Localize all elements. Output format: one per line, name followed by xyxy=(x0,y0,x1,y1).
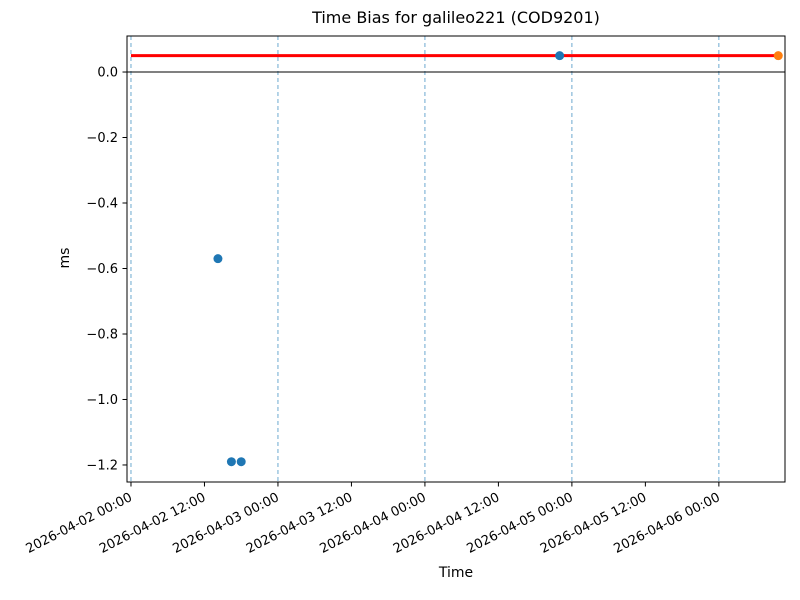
y-tick-label: −0.2 xyxy=(86,131,118,146)
x-axis-label: Time xyxy=(438,565,474,581)
axes-spines xyxy=(126,35,786,483)
y-axis-label: ms xyxy=(57,247,73,269)
bias-observations-marker xyxy=(226,457,236,467)
bias-observations-marker xyxy=(213,254,223,264)
y-tick-label: −1.2 xyxy=(86,458,118,473)
y-tick-label: −0.4 xyxy=(86,197,118,212)
latest-point-marker xyxy=(773,51,783,61)
chart-title: Time Bias for galileo221 (COD9201) xyxy=(312,8,600,27)
bias-observations-marker xyxy=(236,457,246,467)
y-tick-label: −0.8 xyxy=(86,327,118,342)
bias-observations-marker xyxy=(555,51,565,61)
y-tick-label: −1.0 xyxy=(86,393,118,408)
y-tick-label: 0.0 xyxy=(97,66,118,81)
y-tick-label: −0.6 xyxy=(86,262,118,277)
